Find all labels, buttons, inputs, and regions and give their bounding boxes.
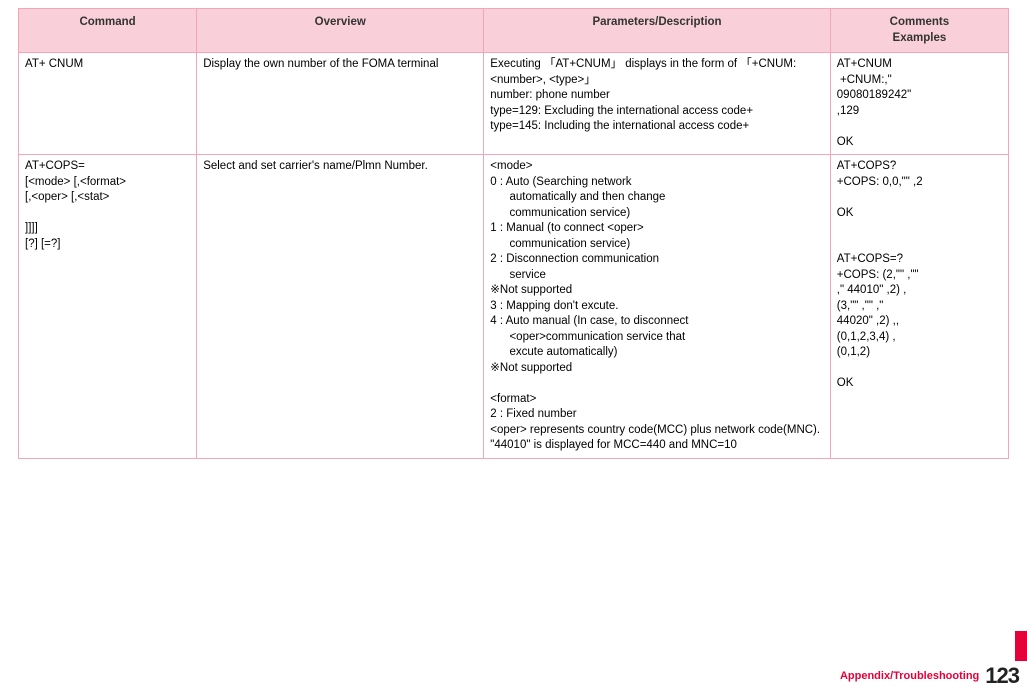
cell-overview: Select and set carrier's name/Plmn Numbe… bbox=[197, 155, 484, 459]
cell-params: <mode> 0 : Auto (Searching network autom… bbox=[484, 155, 831, 459]
cell-overview: Display the own number of the FOMA termi… bbox=[197, 53, 484, 155]
table-row: AT+ CNUM Display the own number of the F… bbox=[19, 53, 1009, 155]
footer-section-label: Appendix/Troubleshooting bbox=[840, 670, 979, 682]
cell-command: AT+COPS= [<mode> [,<format> [,<oper> [,<… bbox=[19, 155, 197, 459]
page-number: 123 bbox=[985, 663, 1019, 689]
at-commands-table: Command Overview Parameters/Description … bbox=[18, 8, 1009, 459]
cell-params: Executing 「AT+CNUM」 displays in the form… bbox=[484, 53, 831, 155]
header-comments: Comments Examples bbox=[830, 9, 1008, 53]
page-footer: Appendix/Troubleshooting 123 bbox=[840, 663, 1027, 689]
table-row: AT+COPS= [<mode> [,<format> [,<oper> [,<… bbox=[19, 155, 1009, 459]
page-edge-accent bbox=[1015, 631, 1027, 661]
header-params: Parameters/Description bbox=[484, 9, 831, 53]
cell-comments: AT+COPS? +COPS: 0,0,"" ,2 OK AT+COPS=? +… bbox=[830, 155, 1008, 459]
header-overview: Overview bbox=[197, 9, 484, 53]
cell-comments: AT+CNUM +CNUM:," 09080189242" ,129 OK bbox=[830, 53, 1008, 155]
header-command: Command bbox=[19, 9, 197, 53]
cell-command: AT+ CNUM bbox=[19, 53, 197, 155]
